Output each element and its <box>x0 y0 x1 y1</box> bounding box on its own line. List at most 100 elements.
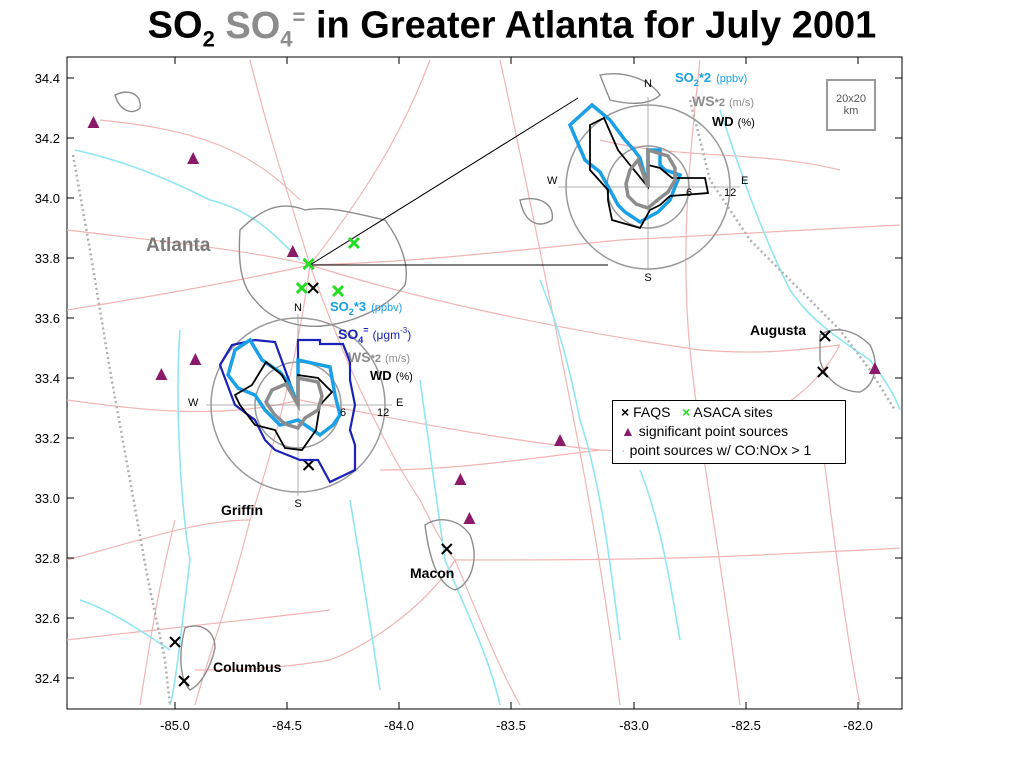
north-rose-ws-label: WS*2 (m/s) <box>692 93 754 109</box>
city-label-griffin: Griffin <box>221 502 263 518</box>
svg-text:W: W <box>188 397 199 409</box>
road-network <box>66 59 901 706</box>
north-rose-wd-label: WD (%) <box>712 114 755 129</box>
faqs-marker-icon: × <box>621 404 630 420</box>
city-label-atlanta: Atlanta <box>146 235 211 256</box>
svg-text:-82.5: -82.5 <box>731 718 761 733</box>
asaca-site-marker <box>302 257 315 271</box>
svg-text:6: 6 <box>340 407 346 419</box>
y-tick-34-0: 34.0 <box>35 191 902 206</box>
north-rose-so2-label: SO2*2 (ppbv) <box>675 70 747 88</box>
x-tick-84-5: -84.5 <box>272 57 302 733</box>
svg-text:-84.5: -84.5 <box>272 718 302 733</box>
svg-text:33.8: 33.8 <box>35 251 60 266</box>
y-tick-33-6: 33.6 <box>35 311 902 326</box>
map-frame <box>66 56 903 710</box>
south-rose-wd-label: WD (%) <box>370 368 413 383</box>
legend-row-sites: × FAQS × ASACA sites <box>621 404 773 420</box>
water-features <box>74 109 901 706</box>
south-rose-ws-label: WS*2 (m/s) <box>348 349 410 365</box>
svg-text:33.0: 33.0 <box>35 491 60 506</box>
point-source-marker <box>286 245 299 257</box>
svg-text:34.0: 34.0 <box>35 191 60 206</box>
y-tick-32-4: 32.4 <box>35 671 902 686</box>
svg-text:-83.0: -83.0 <box>619 718 649 733</box>
south-rose-so2-label: SO2*3 (ppbv) <box>330 299 402 317</box>
rose-ws-polygon <box>624 147 677 210</box>
asaca-site-marker <box>347 236 360 250</box>
rose-so2-polygon <box>226 337 342 438</box>
conox-dot-icon: · <box>621 442 626 458</box>
city-label-macon: Macon <box>410 565 454 581</box>
rose-wd-polygon <box>233 360 334 451</box>
faqs-site-marker <box>441 543 453 555</box>
asaca-marker-icon: × <box>682 404 691 420</box>
y-tick-33-8: 33.8 <box>35 251 902 266</box>
page-title: SO2 SO4= in Greater Atlanta for July 200… <box>147 4 877 52</box>
svg-text:-84.0: -84.0 <box>384 718 414 733</box>
x-tick-84-0: -84.0 <box>384 57 414 733</box>
svg-text:33.6: 33.6 <box>35 311 60 326</box>
svg-text:N: N <box>644 78 652 90</box>
svg-text:S: S <box>294 498 301 510</box>
x-tick-83-5: -83.5 <box>496 57 526 733</box>
legend-faqs-label: FAQS <box>633 404 671 420</box>
faqs-site-marker <box>817 366 829 378</box>
x-tick-83-0: -83.0 <box>619 57 649 733</box>
x-axis: -85.0 -84.5 -84.0 -83.5 -83.0 -82.5 -82.… <box>160 57 873 733</box>
y-tick-33-0: 33.0 <box>35 491 902 506</box>
state-border <box>71 99 897 706</box>
y-tick-32-6: 32.6 <box>35 611 902 626</box>
scale-box-size: 20x20 <box>836 93 866 105</box>
legend-asaca-label: ASACA sites <box>693 404 773 420</box>
svg-text:33.2: 33.2 <box>35 431 60 446</box>
point-source-marker <box>463 512 476 524</box>
svg-text:N: N <box>294 302 302 314</box>
faqs-site-marker <box>169 636 181 648</box>
x-tick-85-0: -85.0 <box>160 57 190 733</box>
point-source-marker <box>554 434 567 446</box>
svg-text:-83.5: -83.5 <box>496 718 526 733</box>
rose-pointer-lines <box>309 97 608 266</box>
asaca-site-marker <box>332 284 345 298</box>
svg-text:34.4: 34.4 <box>35 71 60 86</box>
rose-so2-polygon <box>567 102 683 225</box>
faqs-site-marker <box>302 459 315 471</box>
map-legend: × FAQS × ASACA sites ▲ significant point… <box>612 400 846 464</box>
svg-text:32.8: 32.8 <box>35 551 60 566</box>
point-source-marker <box>87 116 100 128</box>
south-rose-so4-label: SO4= (μgm-3) <box>338 325 411 345</box>
svg-text:32.4: 32.4 <box>35 671 60 686</box>
legend-conox-label: point sources w/ CO:NOx > 1 <box>629 442 812 458</box>
legend-row-point-sources: ▲ significant point sources <box>621 423 788 439</box>
site-markers <box>87 116 881 687</box>
legend-point-sources-label: significant point sources <box>638 423 789 439</box>
svg-text:-82.0: -82.0 <box>843 718 873 733</box>
x-tick-82-5: -82.5 <box>731 57 761 733</box>
urban-areas <box>114 73 876 691</box>
y-tick-34-4: 34.4 <box>35 71 902 86</box>
y-axis: 34.4 34.2 34.0 33.8 33.6 33.4 33.2 33.0 … <box>35 71 902 686</box>
svg-text:E: E <box>396 397 403 409</box>
faqs-site-marker <box>307 282 319 294</box>
svg-text:12: 12 <box>724 187 736 199</box>
svg-text:32.6: 32.6 <box>35 611 60 626</box>
pollution-rose-south: N S E W 6 12 SO2*3 (ppbv) SO4= (μgm-3) WS*… <box>188 299 413 510</box>
point-source-marker <box>187 152 200 164</box>
svg-text:-85.0: -85.0 <box>160 718 190 733</box>
city-label-augusta: Augusta <box>750 322 806 338</box>
faqs-site-marker <box>178 675 190 687</box>
rose-wd-polygon <box>589 116 710 230</box>
scale-box-unit: km <box>843 105 859 117</box>
y-tick-32-8: 32.8 <box>35 551 902 566</box>
svg-text:E: E <box>741 175 748 187</box>
svg-text:S: S <box>644 272 651 284</box>
point-source-marker <box>155 368 168 380</box>
pollution-rose-north: N S E W 6 12 SO2*2 (ppbv) WS*2 (m/s) WD (%) <box>547 70 755 284</box>
point-source-triangle-icon: ▲ <box>621 423 635 439</box>
y-tick-33-2: 33.2 <box>35 431 902 446</box>
y-tick-34-2: 34.2 <box>35 131 902 146</box>
svg-text:W: W <box>547 175 558 187</box>
svg-text:12: 12 <box>377 407 389 419</box>
